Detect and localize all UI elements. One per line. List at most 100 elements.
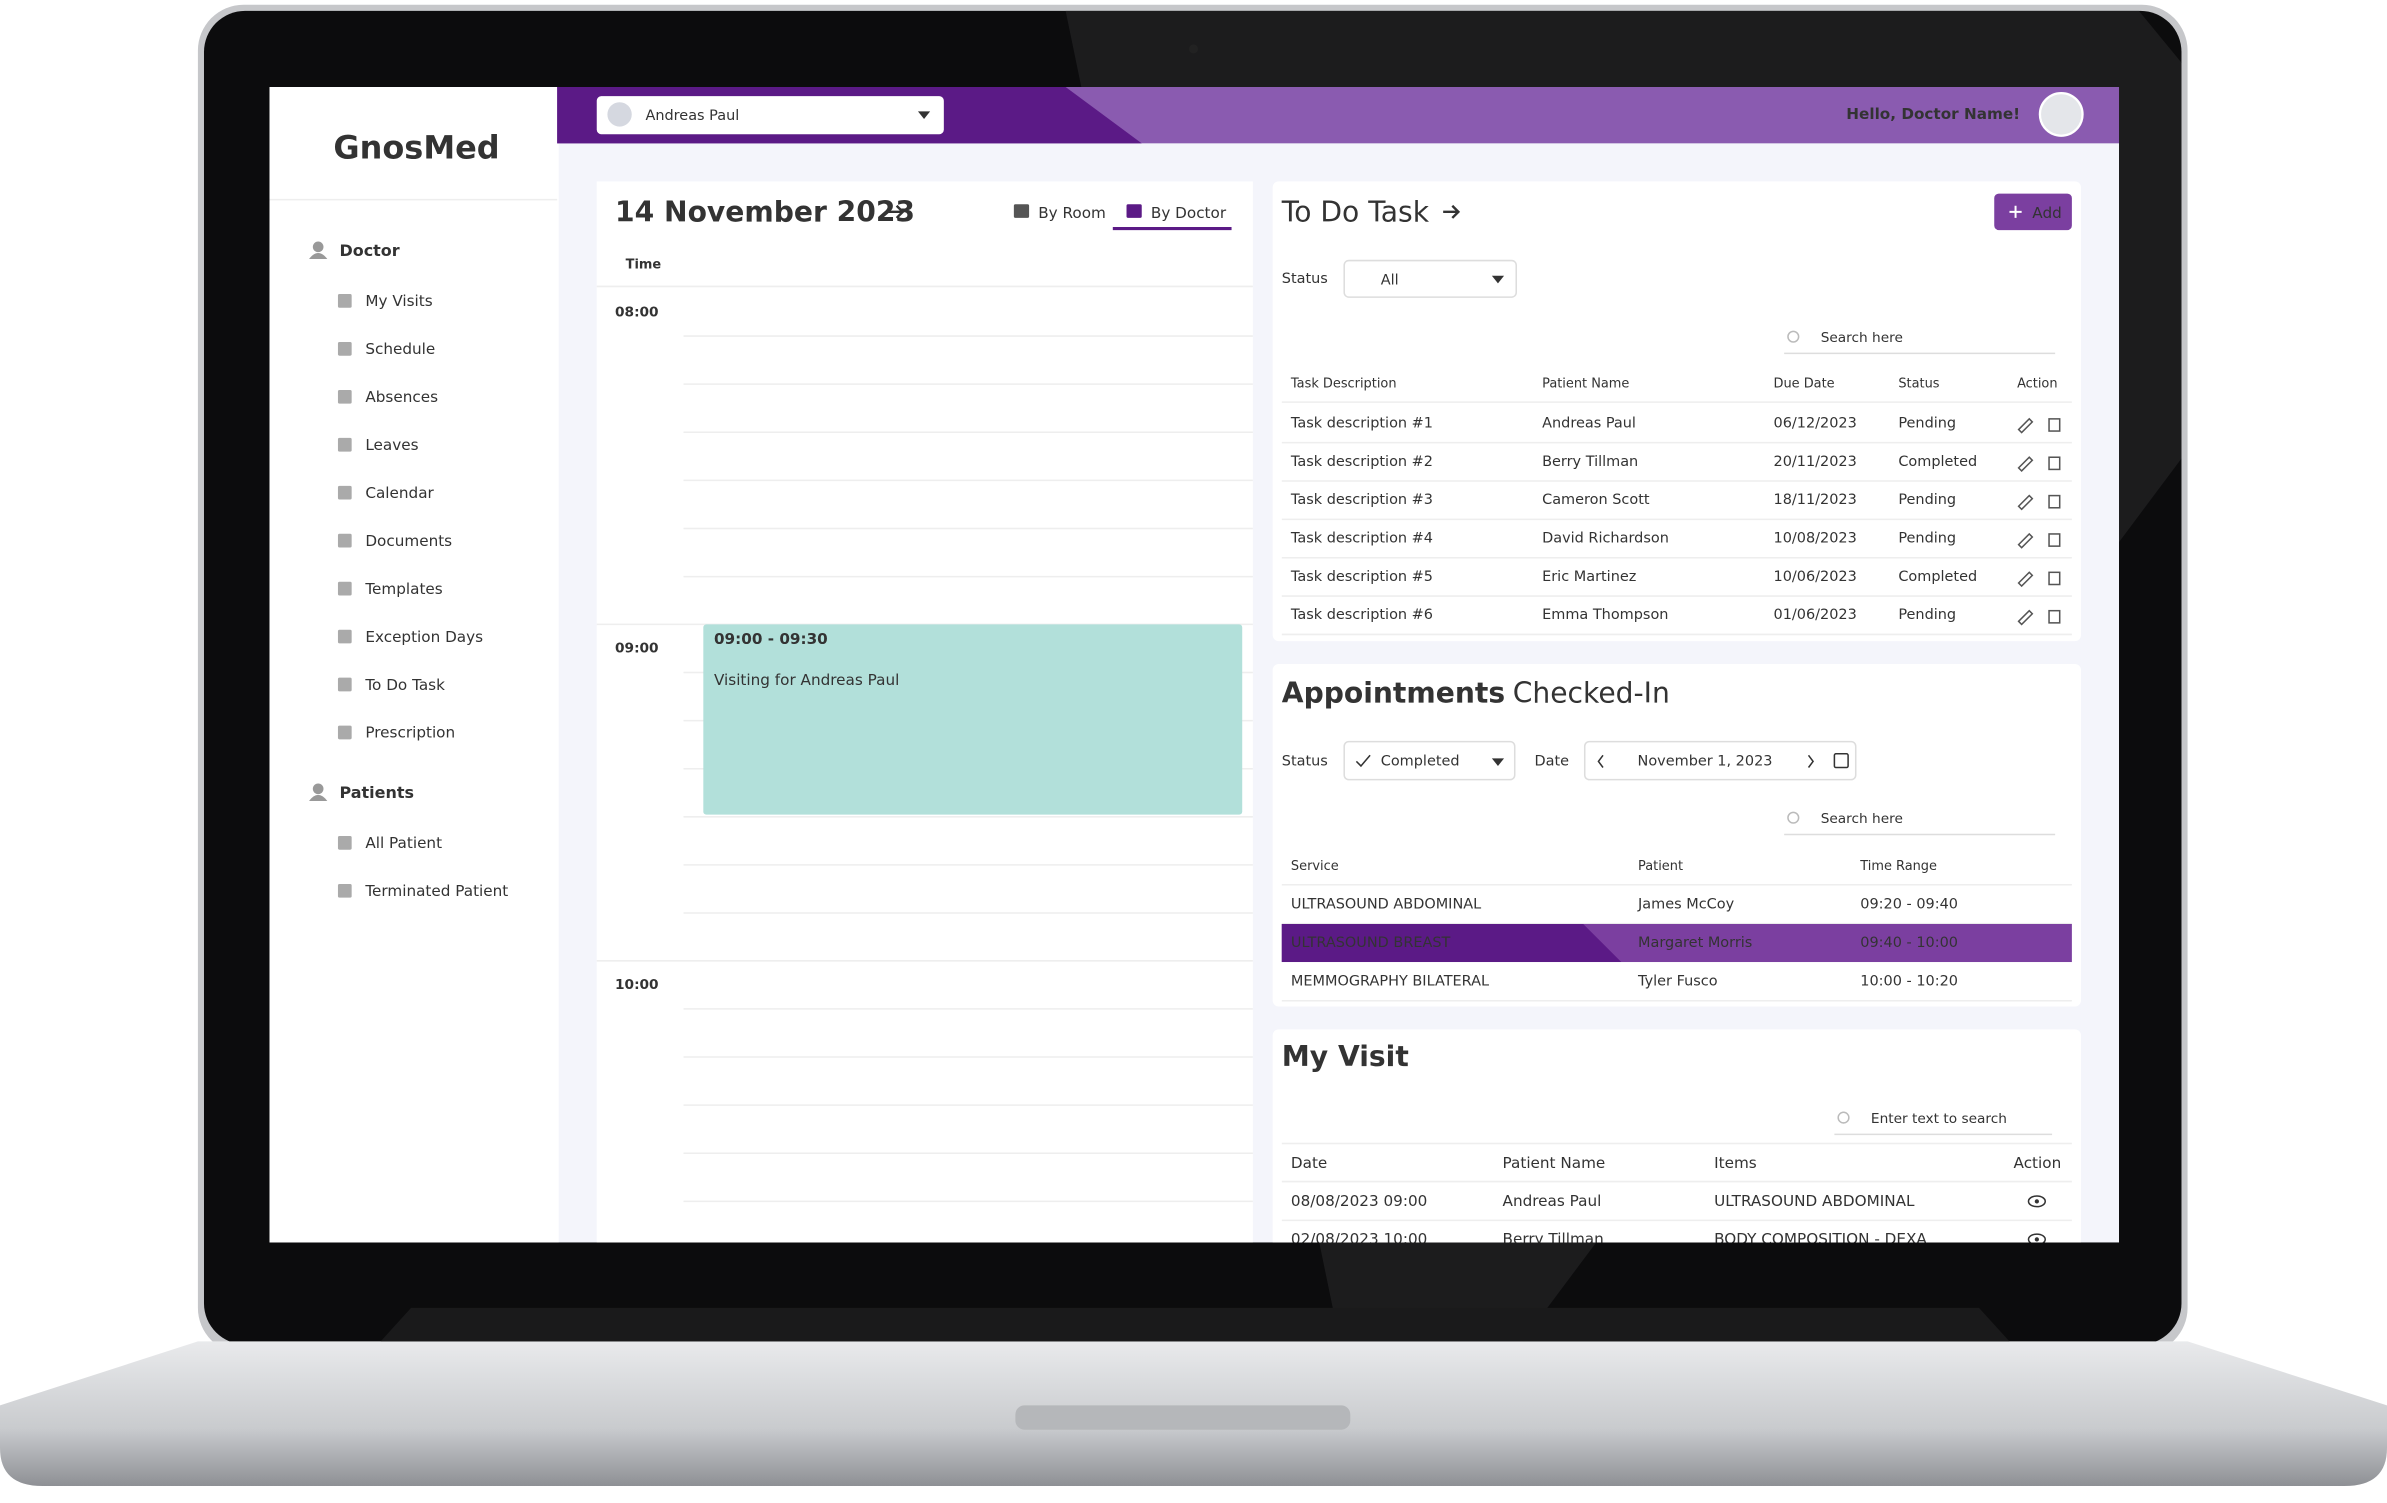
status-dropdown[interactable] — [1343, 740, 1516, 781]
edit-icon[interactable] — [2017, 417, 2034, 434]
table-cell: 10:00 - 10:20 — [1860, 974, 1958, 990]
sidebar-item[interactable]: Terminated Patient — [364, 882, 508, 900]
column-header: Due Date — [1774, 376, 1835, 391]
table-cell: Berry Tillman — [1503, 1230, 1604, 1248]
table-cell: 08/08/2023 09:00 — [1291, 1192, 1427, 1210]
user-avatar[interactable] — [2038, 91, 2084, 137]
view-tab[interactable]: By Room — [1038, 204, 1106, 222]
prev-icon[interactable] — [1597, 754, 1604, 768]
date-picker[interactable] — [1583, 740, 1857, 781]
menu-icon — [337, 341, 352, 356]
table-cell: Task description #6 — [1290, 607, 1433, 623]
card-title: Appointments — [1282, 676, 1505, 709]
add-button-label: Add — [2032, 204, 2061, 222]
menu-icon — [337, 725, 352, 740]
appointment-event[interactable] — [703, 624, 1243, 815]
delete-icon[interactable] — [2048, 494, 2061, 509]
arrow-icon[interactable] — [887, 204, 905, 219]
delete-icon[interactable] — [2048, 533, 2061, 547]
tab-icon — [1013, 204, 1030, 218]
camera — [1188, 44, 1199, 54]
event-time: 09:00 - 09:30 — [714, 630, 828, 648]
view-icon[interactable] — [2027, 1195, 2047, 1208]
table-cell: 09:20 - 09:40 — [1860, 896, 1958, 912]
card-title: My Visit — [1282, 1040, 1409, 1073]
table-cell: MEMMOGRAPHY BILATERAL — [1291, 974, 1489, 990]
edit-icon[interactable] — [2017, 571, 2034, 588]
search-input[interactable]: Search here — [1821, 811, 1903, 827]
table-cell: 10/08/2023 — [1774, 531, 1857, 547]
delete-icon[interactable] — [2048, 418, 2061, 432]
menu-icon — [337, 389, 352, 404]
menu-icon — [337, 581, 352, 596]
menu-icon — [337, 883, 352, 898]
menu-icon — [337, 485, 352, 500]
table-cell: Pending — [1898, 607, 1956, 623]
sidebar-item[interactable]: All Patient — [365, 834, 442, 852]
menu-icon — [337, 437, 352, 452]
delete-icon[interactable] — [2048, 609, 2061, 624]
tab-icon — [1126, 204, 1142, 218]
next-icon[interactable] — [1807, 754, 1815, 768]
filter-label: Status — [1282, 271, 1328, 287]
table-cell: Task description #3 — [1290, 492, 1433, 508]
search-input[interactable]: Enter text to search — [1871, 1111, 2007, 1127]
edit-icon[interactable] — [2017, 532, 2034, 549]
my-visit-card — [1272, 1029, 2082, 1243]
table-cell: David Richardson — [1542, 531, 1669, 547]
sidebar-item[interactable]: Leaves — [365, 436, 418, 454]
column-header: Action — [2017, 376, 2057, 391]
menu-icon — [337, 294, 352, 308]
table-cell: 02/08/2023 10:00 — [1291, 1230, 1427, 1248]
dropdown-caret — [1491, 758, 1505, 766]
table-cell: Emma Thompson — [1542, 607, 1668, 623]
doctor-select[interactable] — [596, 96, 944, 135]
search-input[interactable]: Search here — [1821, 330, 1903, 346]
brand-logo: GnosMed — [333, 128, 499, 166]
view-icon-pupil — [2034, 1237, 2039, 1242]
edit-icon[interactable] — [2017, 456, 2034, 473]
delete-icon[interactable] — [2048, 456, 2061, 471]
table-cell: Margaret Morris — [1638, 935, 1752, 951]
sidebar-item[interactable]: Templates — [364, 580, 442, 598]
sidebar-item[interactable]: Schedule — [365, 340, 435, 358]
table-cell: Task description #1 — [1290, 415, 1433, 431]
menu-icon — [337, 835, 352, 850]
column-header: Patient Name — [1503, 1154, 1606, 1172]
table-cell: 10/06/2023 — [1774, 569, 1857, 585]
table-cell: ULTRASOUND ABDOMINAL — [1291, 896, 1481, 912]
hinge — [380, 1307, 2010, 1342]
sidebar-item[interactable]: To Do Task — [364, 676, 445, 694]
view-icon[interactable] — [2027, 1233, 2046, 1245]
table-cell: Pending — [1898, 531, 1956, 547]
delete-icon[interactable] — [2048, 571, 2061, 586]
sidebar-item[interactable]: Documents — [365, 532, 452, 550]
table-cell: 09:40 - 10:00 — [1860, 935, 1958, 951]
edit-icon[interactable] — [2017, 609, 2034, 626]
edit-icon[interactable] — [2017, 494, 2034, 511]
table-cell: Completed — [1898, 569, 1977, 585]
calendar-icon[interactable] — [1833, 753, 1849, 769]
doctor-avatar — [607, 102, 632, 127]
column-header: Patient Name — [1542, 376, 1629, 391]
view-tab[interactable]: By Doctor — [1151, 204, 1227, 222]
table-cell: Pending — [1898, 492, 1956, 508]
sidebar-section: Patients — [339, 783, 414, 802]
table-cell: Berry Tillman — [1542, 454, 1638, 470]
hour-label: 10:00 — [615, 977, 659, 993]
event-text: Visiting for Andreas Paul — [714, 671, 899, 689]
sidebar-item[interactable]: Calendar — [365, 484, 434, 502]
date-value: November 1, 2023 — [1638, 753, 1773, 769]
table-cell: Completed — [1898, 454, 1977, 470]
sidebar-item[interactable]: Exception Days — [365, 628, 483, 646]
table-cell: Eric Martinez — [1542, 569, 1636, 585]
sidebar-item[interactable]: Prescription — [365, 724, 455, 742]
sidebar-item[interactable]: Absences — [365, 388, 438, 406]
status-dropdown-value: Completed — [1381, 753, 1460, 769]
sidebar-item[interactable]: My Visits — [365, 292, 432, 310]
add-button[interactable] — [1994, 193, 2072, 231]
status-dropdown[interactable] — [1343, 259, 1517, 298]
table-cell: ULTRASOUND BREAST — [1291, 935, 1451, 951]
arrow-icon[interactable] — [1443, 204, 1461, 219]
